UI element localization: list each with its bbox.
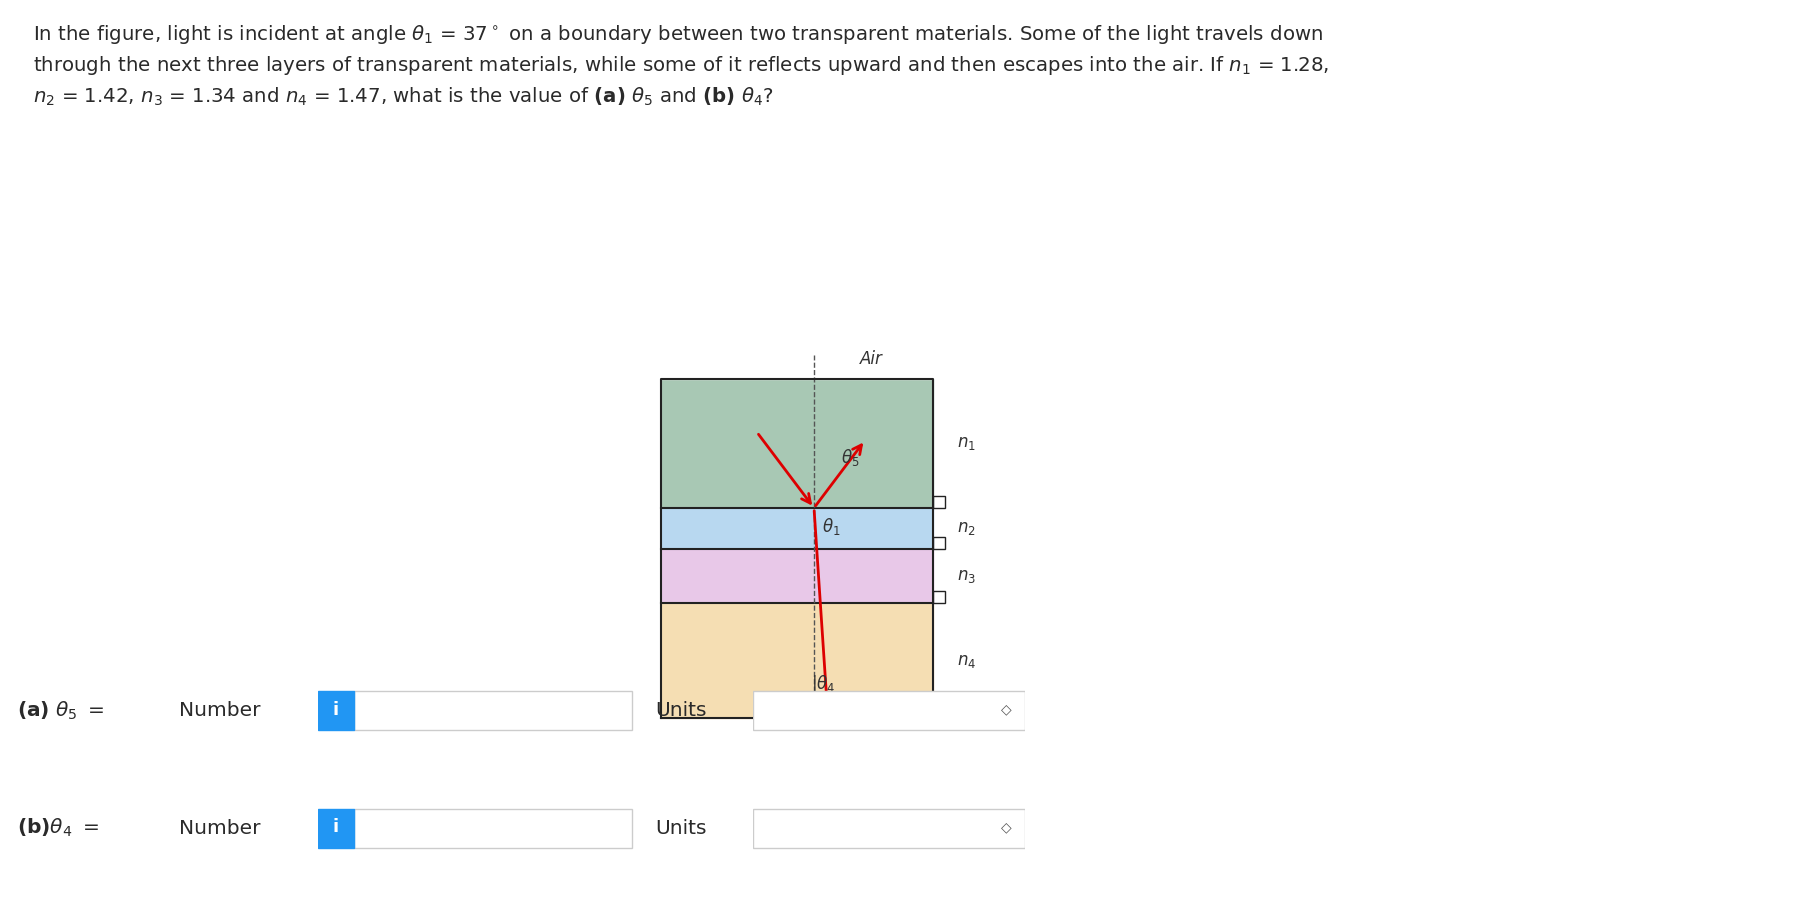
Text: $|\theta_4$: $|\theta_4$ bbox=[811, 673, 834, 695]
Text: $\theta_1$: $\theta_1$ bbox=[822, 517, 840, 538]
Text: Air: Air bbox=[860, 349, 883, 367]
Bar bbox=[932, 537, 943, 548]
Text: In the figure, light is incident at angle $\theta_1$ = 37$^\circ$ on a boundary : In the figure, light is incident at angl… bbox=[33, 23, 1322, 45]
Text: through the next three layers of transparent materials, while some of it reflect: through the next three layers of transpa… bbox=[33, 54, 1328, 77]
FancyBboxPatch shape bbox=[317, 691, 354, 730]
FancyBboxPatch shape bbox=[753, 808, 1025, 848]
Text: i: i bbox=[332, 700, 339, 719]
Text: $n_2$: $n_2$ bbox=[956, 519, 976, 538]
Bar bbox=[932, 591, 943, 603]
Text: $n_4$: $n_4$ bbox=[956, 652, 976, 670]
Text: Units: Units bbox=[655, 819, 706, 837]
Text: $n_2$ = 1.42, $n_3$ = 1.34 and $n_4$ = 1.47, what is the value of $\mathbf{(a)}\: $n_2$ = 1.42, $n_3$ = 1.34 and $n_4$ = 1… bbox=[33, 86, 773, 109]
Text: Number: Number bbox=[178, 701, 259, 719]
FancyBboxPatch shape bbox=[354, 808, 631, 848]
Bar bbox=[932, 496, 943, 508]
FancyBboxPatch shape bbox=[354, 691, 631, 730]
Text: Units: Units bbox=[655, 701, 706, 719]
Text: Number: Number bbox=[178, 819, 259, 837]
Text: $\mathbf{(a)}\ \theta_5\ =$: $\mathbf{(a)}\ \theta_5\ =$ bbox=[18, 700, 105, 721]
Text: ◇: ◇ bbox=[1001, 702, 1010, 717]
Text: $\theta_5$: $\theta_5$ bbox=[842, 447, 860, 468]
Text: $\mathbf{(b)}\theta_4\ =$: $\mathbf{(b)}\theta_4\ =$ bbox=[18, 817, 100, 839]
Text: $n_3$: $n_3$ bbox=[956, 567, 976, 585]
FancyBboxPatch shape bbox=[317, 808, 354, 848]
Text: i: i bbox=[332, 818, 339, 836]
Text: $n_1$: $n_1$ bbox=[956, 434, 976, 452]
FancyBboxPatch shape bbox=[753, 691, 1025, 730]
Text: ◇: ◇ bbox=[1001, 820, 1010, 834]
